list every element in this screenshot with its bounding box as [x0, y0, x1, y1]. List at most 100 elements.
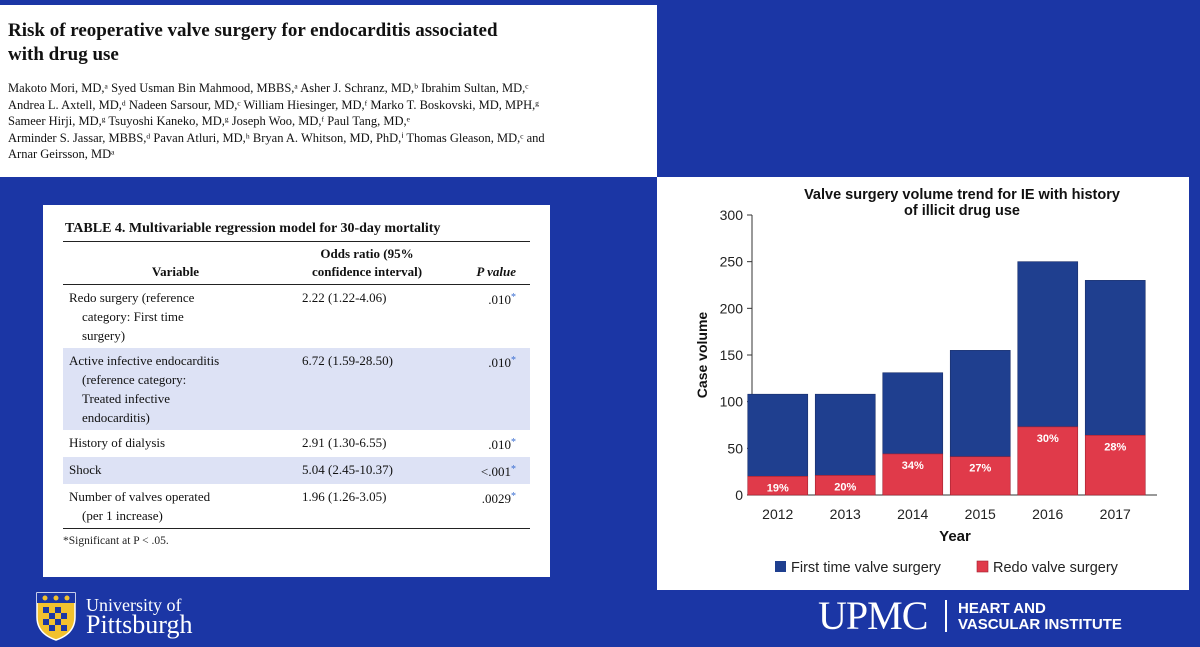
- author-line: Makoto Mori, MD,ᵃ Syed Usman Bin Mahmood…: [8, 81, 529, 95]
- bar-percent-label: 20%: [834, 481, 856, 493]
- variable-name: Active infective endocarditis: [69, 353, 220, 368]
- upmc-divider: [945, 600, 947, 632]
- bar-percent-label: 19%: [767, 482, 789, 494]
- table-row: Active infective endocarditis (reference …: [63, 348, 530, 430]
- variable-continuation: surgery): [82, 328, 126, 343]
- upmc-logo: UPMC HEART AND VASCULAR INSTITUTE: [818, 594, 1158, 638]
- variable-continuation: Treated infective: [82, 391, 170, 406]
- bar-first-time: [747, 393, 809, 477]
- variable-name: History of dialysis: [69, 435, 166, 450]
- bar-percent-label: 27%: [969, 463, 991, 475]
- bar-redo: [1017, 426, 1079, 496]
- pitt-text-line1: University of: [86, 595, 182, 615]
- cell-variable: Number of valves operated (per 1 increase…: [63, 484, 288, 529]
- cell-variable: History of dialysis: [63, 430, 288, 457]
- table-row: Redo surgery (reference category: First t…: [63, 285, 530, 349]
- author-line: Arminder S. Jassar, MBBS,ᵈ Pavan Atluri,…: [8, 130, 545, 145]
- x-tick-label: 2012: [762, 506, 793, 522]
- variable-name: Redo surgery (reference: [69, 290, 195, 305]
- table-row: Shock 5.04 (2.45-10.37) <.001*: [63, 457, 530, 484]
- significance-star: *: [511, 292, 516, 303]
- author-line: Arnar Geirsson, MDᵃ: [8, 147, 115, 161]
- table-caption: TABLE 4. Multivariable regression model …: [63, 221, 530, 242]
- header-variable: Variable: [63, 242, 288, 285]
- bar-first-time: [1084, 280, 1146, 436]
- regression-table: Variable Odds ratio (95% confidence inte…: [63, 242, 530, 529]
- variable-continuation: endocarditis): [82, 410, 150, 425]
- cell-variable: Redo surgery (reference category: First t…: [63, 285, 288, 349]
- y-tick-label: 300: [720, 207, 744, 223]
- cell-odds-ratio: 1.96 (1.26-3.05): [288, 484, 446, 529]
- significance-star: *: [511, 464, 516, 475]
- legend-swatch-redo: [976, 560, 989, 573]
- bar-first-time: [949, 350, 1011, 458]
- legend-label-first-time: First time valve surgery: [791, 560, 942, 576]
- cell-odds-ratio: 6.72 (1.59-28.50): [288, 348, 446, 430]
- x-tick-label: 2015: [965, 506, 996, 522]
- cell-p-value: <.001*: [446, 457, 530, 484]
- header-p-value: P value: [446, 242, 530, 285]
- cell-p-value: .0029*: [446, 484, 530, 529]
- cell-p-value: .010*: [446, 348, 530, 430]
- cell-p-value: .010*: [446, 430, 530, 457]
- cell-odds-ratio: 2.91 (1.30-6.55): [302, 435, 387, 450]
- p-value-text: .010: [488, 437, 511, 452]
- stacked-bar-chart: Valve surgery volume trend for IE with h…: [694, 187, 1157, 576]
- cell-variable: Shock: [63, 457, 288, 484]
- upmc-subtitle-line1: HEART AND: [958, 600, 1046, 617]
- variable-name: Shock: [69, 462, 102, 477]
- cell-p-value: .010*: [446, 285, 530, 349]
- legend-swatch-first-time: [775, 561, 786, 572]
- header-odds-ratio: Odds ratio (95% confidence interval): [288, 242, 446, 285]
- y-tick-label: 50: [727, 440, 743, 456]
- y-tick-label: 150: [720, 347, 744, 363]
- x-tick-label: 2016: [1032, 506, 1063, 522]
- table-row: History of dialysis 2.91 (1.30-6.55) .010*: [63, 430, 530, 457]
- y-tick-label: 250: [720, 254, 744, 270]
- bar-redo: [1084, 434, 1146, 496]
- bar-percent-label: 30%: [1037, 433, 1059, 445]
- p-value-text: .010: [488, 292, 511, 307]
- x-tick-label: 2014: [897, 506, 928, 522]
- table-footnote: *Significant at P < .05.: [63, 535, 169, 547]
- bar-redo: [747, 476, 809, 496]
- paper-header: Risk of reoperative valve surgery for en…: [0, 5, 657, 177]
- pitt-logo: University of Pittsburgh: [35, 591, 235, 643]
- cell-variable: Active infective endocarditis (reference …: [63, 348, 288, 430]
- y-axis-label: Case volume: [694, 312, 710, 399]
- chart-title-line2: of illicit drug use: [904, 203, 1020, 219]
- y-tick-label: 100: [720, 394, 744, 410]
- bar-redo: [949, 456, 1011, 496]
- variable-name: Number of valves operated: [69, 489, 211, 504]
- table-row: Number of valves operated (per 1 increase…: [63, 484, 530, 529]
- bar-first-time: [882, 372, 944, 455]
- bar-percent-label: 34%: [902, 460, 924, 472]
- x-tick-label: 2013: [830, 506, 861, 522]
- upmc-wordmark: UPMC: [818, 593, 928, 638]
- x-tick-label: 2017: [1100, 506, 1131, 522]
- p-value-text: .010: [488, 355, 511, 370]
- variable-continuation: category: First time: [82, 309, 184, 324]
- bar-first-time: [814, 393, 876, 476]
- significance-star: *: [511, 355, 516, 366]
- chart-panel: Valve surgery volume trend for IE with h…: [657, 177, 1189, 590]
- author-line: Andrea L. Axtell, MD,ᵈ Nadeen Sarsour, M…: [8, 97, 539, 112]
- table-header-row: Variable Odds ratio (95% confidence inte…: [63, 242, 530, 285]
- significance-star: *: [511, 491, 516, 502]
- significance-star: *: [511, 437, 516, 448]
- bar-redo: [814, 475, 876, 496]
- bar-first-time: [1017, 261, 1079, 428]
- x-axis-label: Year: [939, 528, 971, 545]
- p-value-text: <.001: [480, 464, 511, 479]
- cell-odds-ratio: 2.22 (1.22-4.06): [302, 290, 387, 305]
- regression-table-panel: TABLE 4. Multivariable regression model …: [43, 205, 550, 577]
- paper-title: Risk of reoperative valve surgery for en…: [8, 20, 498, 65]
- variable-continuation: (reference category:: [82, 372, 187, 387]
- bar-percent-label: 28%: [1104, 441, 1126, 453]
- upmc-subtitle-line2: VASCULAR INSTITUTE: [958, 616, 1122, 633]
- table-body: Redo surgery (reference category: First t…: [63, 285, 530, 529]
- y-tick-label: 200: [720, 300, 744, 316]
- chart-title-line1: Valve surgery volume trend for IE with h…: [804, 187, 1120, 203]
- cell-odds-ratio: 5.04 (2.45-10.37): [288, 457, 446, 484]
- paper-authors: Makoto Mori, MD,ᵃ Syed Usman Bin Mahmood…: [8, 80, 649, 163]
